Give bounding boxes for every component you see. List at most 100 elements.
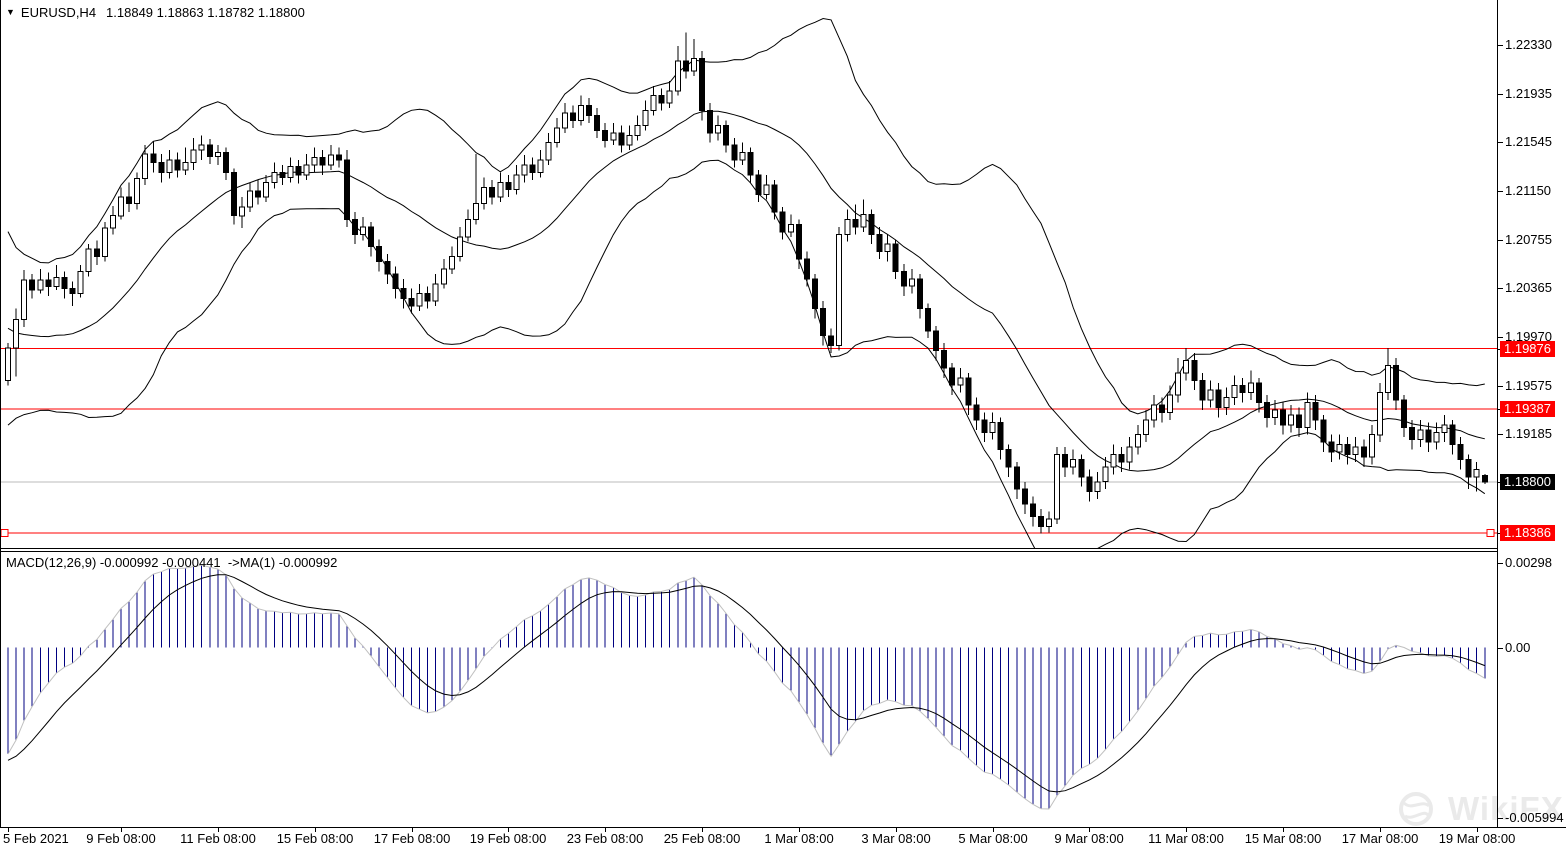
candle[interactable]	[642, 110, 649, 126]
candle[interactable]	[674, 60, 681, 92]
candle[interactable]	[989, 421, 996, 433]
candle[interactable]	[1231, 384, 1238, 399]
candle[interactable]	[1409, 426, 1416, 441]
time-axis-label[interactable]: 25 Feb 08:00	[663, 831, 741, 846]
candle[interactable]	[666, 90, 673, 104]
price-axis-label[interactable]: 1.22330	[1505, 37, 1552, 52]
candle[interactable]	[578, 105, 584, 121]
candle[interactable]	[465, 219, 471, 238]
candle[interactable]	[1441, 424, 1448, 433]
candle[interactable]	[795, 223, 802, 260]
candle[interactable]	[1110, 454, 1117, 468]
candle[interactable]	[1199, 379, 1206, 401]
candle[interactable]	[803, 258, 810, 280]
candle[interactable]	[61, 277, 68, 290]
candle[interactable]	[1191, 360, 1198, 381]
candle[interactable]	[400, 288, 407, 300]
price-axis-label[interactable]: 1.20365	[1505, 280, 1552, 295]
candle[interactable]	[884, 243, 891, 253]
candle[interactable]	[440, 268, 447, 285]
candle[interactable]	[1393, 365, 1399, 401]
price-axis-label[interactable]: 1.19970	[1505, 329, 1552, 344]
candle[interactable]	[1320, 419, 1327, 443]
macd-axis-label[interactable]: -0.005994	[1505, 810, 1564, 825]
candle[interactable]	[925, 308, 931, 332]
candle[interactable]	[1054, 454, 1061, 520]
candle[interactable]	[158, 162, 165, 173]
candle[interactable]	[723, 124, 730, 146]
candle[interactable]	[529, 164, 536, 173]
candle[interactable]	[1070, 459, 1077, 468]
candle[interactable]	[739, 152, 746, 161]
candle[interactable]	[1385, 365, 1391, 394]
candle[interactable]	[1352, 446, 1359, 456]
candle[interactable]	[787, 223, 794, 233]
candle[interactable]	[77, 270, 84, 295]
price-pane[interactable]	[0, 0, 1497, 548]
candle[interactable]	[319, 157, 326, 166]
candle[interactable]	[29, 279, 36, 291]
candle[interactable]	[1344, 444, 1351, 456]
candle[interactable]	[916, 278, 923, 309]
candle[interactable]	[820, 308, 827, 337]
candle[interactable]	[634, 124, 641, 136]
candle[interactable]	[1433, 431, 1440, 443]
candle[interactable]	[812, 278, 818, 309]
candle[interactable]	[1134, 434, 1141, 448]
time-axis-line[interactable]	[0, 827, 1566, 828]
candle[interactable]	[1223, 397, 1230, 409]
candle[interactable]	[779, 211, 786, 233]
candle[interactable]	[255, 190, 262, 198]
candle[interactable]	[352, 219, 358, 235]
candle[interactable]	[1360, 446, 1367, 458]
macd-pane[interactable]	[0, 552, 1497, 826]
candle[interactable]	[707, 110, 714, 134]
candle[interactable]	[1481, 475, 1488, 483]
candle[interactable]	[21, 279, 28, 321]
candle[interactable]	[424, 293, 431, 302]
price-axis-label[interactable]: 1.19185	[1505, 426, 1552, 441]
candle[interactable]	[1167, 394, 1174, 414]
macd-axis-label[interactable]: 0.00	[1505, 640, 1531, 655]
candle[interactable]	[650, 95, 657, 111]
price-axis-label[interactable]: 1.21545	[1505, 134, 1552, 149]
candle[interactable]	[1280, 409, 1287, 426]
candle[interactable]	[1183, 360, 1190, 374]
candle[interactable]	[1239, 384, 1246, 394]
candle[interactable]	[1312, 402, 1319, 421]
candle[interactable]	[1215, 389, 1222, 409]
candle[interactable]	[1102, 466, 1109, 483]
candle[interactable]	[1304, 402, 1311, 428]
candle[interactable]	[1288, 414, 1295, 426]
candle[interactable]	[432, 283, 439, 302]
candle[interactable]	[836, 233, 843, 347]
price-axis-label[interactable]: 1.20755	[1505, 232, 1552, 247]
candle[interactable]	[303, 164, 310, 176]
candle[interactable]	[1247, 382, 1254, 394]
candle[interactable]	[553, 127, 560, 144]
candle[interactable]	[150, 153, 157, 164]
level-price-label[interactable]: 1.18386	[1500, 525, 1555, 541]
candle[interactable]	[1255, 382, 1262, 404]
candle[interactable]	[1263, 402, 1270, 418]
macd-axis-label[interactable]: 0.00298	[1505, 555, 1552, 570]
candle[interactable]	[1159, 404, 1165, 414]
pane-separator-bottom[interactable]	[0, 551, 1497, 552]
candle[interactable]	[1449, 424, 1456, 446]
time-axis-label[interactable]: 17 Mar 08:00	[1341, 831, 1419, 846]
candle[interactable]	[844, 219, 851, 235]
candle[interactable]	[957, 377, 964, 386]
candle[interactable]	[1062, 454, 1069, 468]
time-axis-label[interactable]: 9 Mar 08:00	[1054, 831, 1124, 846]
candle[interactable]	[231, 171, 237, 217]
candle[interactable]	[602, 129, 609, 141]
candle[interactable]	[715, 124, 722, 134]
candle[interactable]	[142, 153, 149, 180]
candle[interactable]	[37, 279, 44, 291]
candle[interactable]	[1425, 429, 1432, 443]
candle[interactable]	[505, 181, 512, 191]
time-axis-label[interactable]: 19 Feb 08:00	[469, 831, 547, 846]
candle[interactable]	[1005, 449, 1012, 468]
candle[interactable]	[691, 58, 697, 72]
candle[interactable]	[561, 112, 568, 129]
